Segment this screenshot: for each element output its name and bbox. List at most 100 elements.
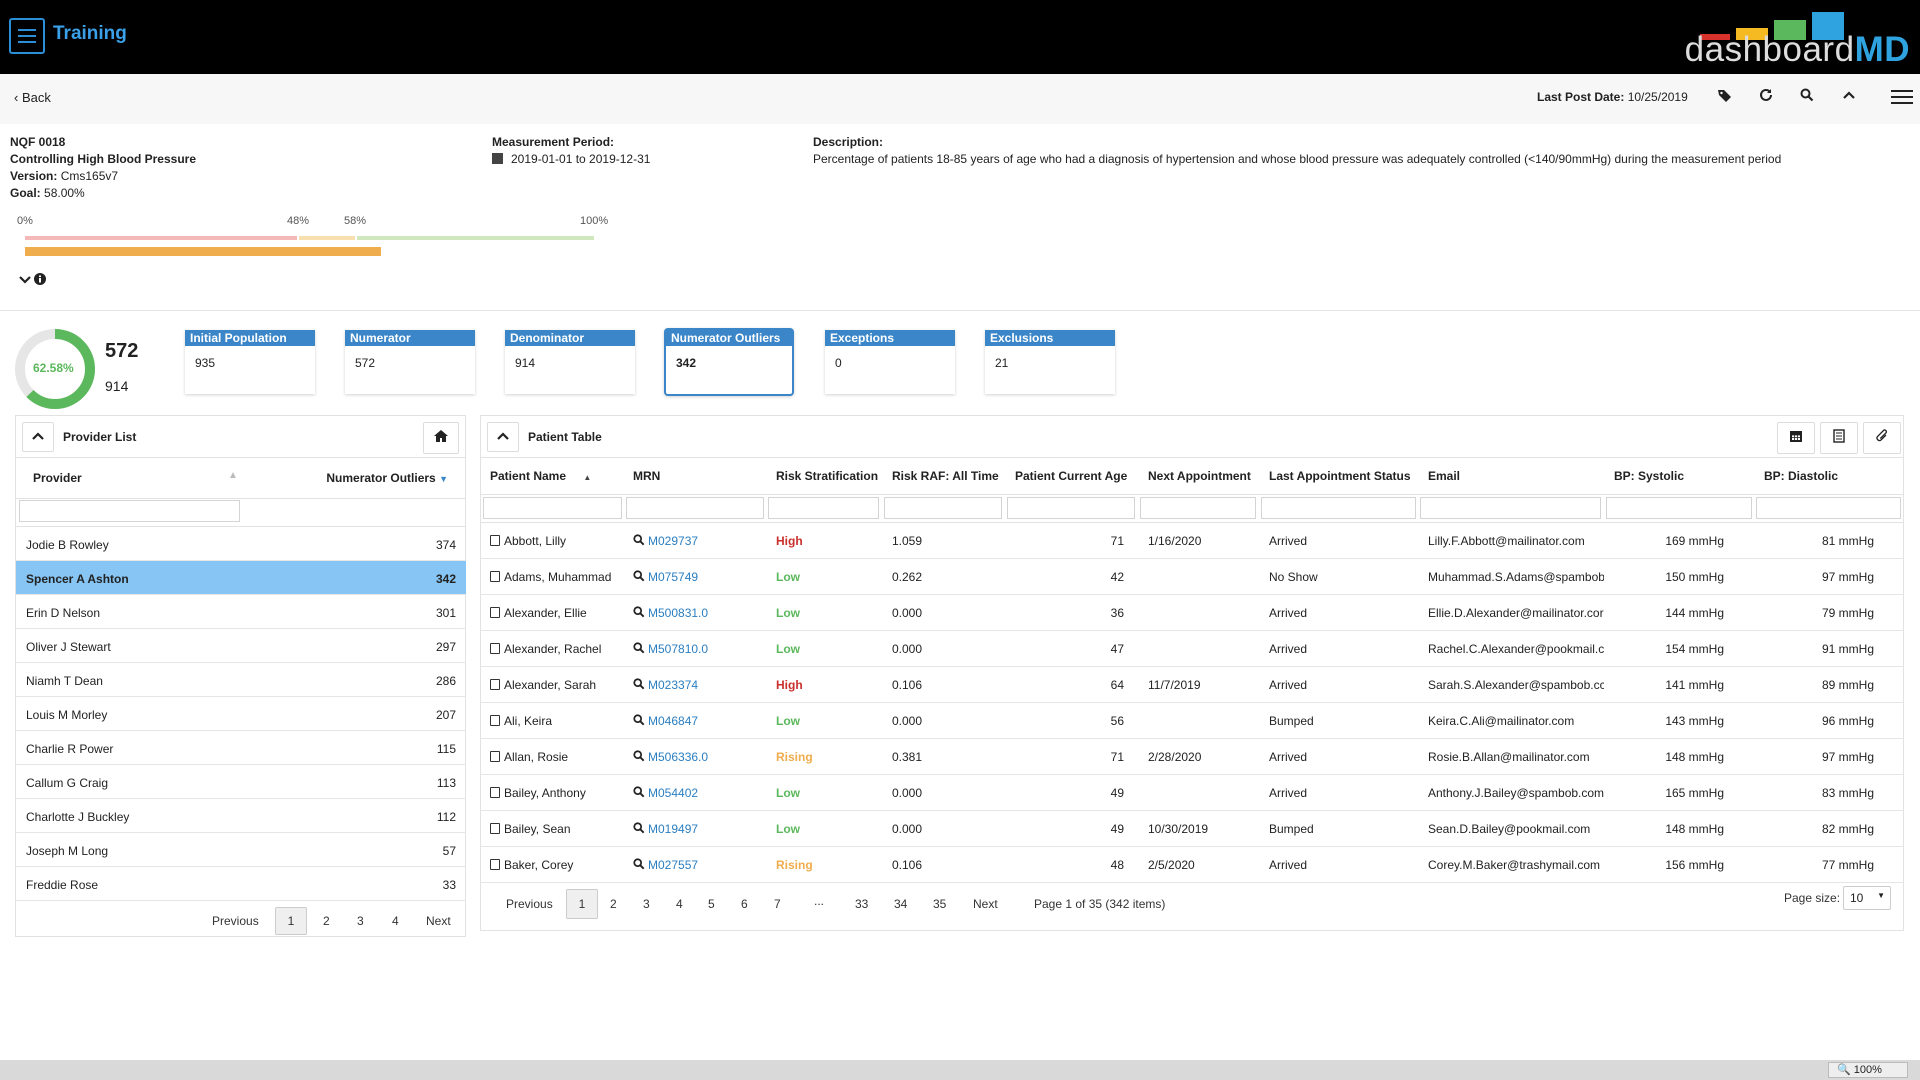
filter-age[interactable] (1007, 497, 1135, 519)
provider-row[interactable]: Joseph M Long 57 (16, 833, 466, 867)
col-next-appointment[interactable]: Next Appointment (1148, 469, 1251, 483)
cell-mrn[interactable]: M506336.0 (633, 750, 763, 764)
provider-row[interactable]: Erin D Nelson 301 (16, 595, 466, 629)
menu-icon[interactable] (9, 18, 45, 54)
export-sheet-icon[interactable] (1820, 422, 1858, 454)
provider-row[interactable]: Oliver J Stewart 297 (16, 629, 466, 663)
patient-page-ellipsis[interactable]: ... (814, 894, 825, 908)
row-checkbox[interactable] (490, 571, 500, 582)
filter-status[interactable] (1261, 497, 1416, 519)
col-provider[interactable]: Provider (33, 471, 82, 485)
sort-icon[interactable]: ▲ (228, 470, 238, 481)
mrn-link[interactable]: M029737 (648, 534, 699, 548)
search-icon[interactable] (633, 606, 648, 620)
search-icon[interactable] (633, 786, 648, 800)
mrn-link[interactable]: M054402 (648, 786, 699, 800)
refresh-icon[interactable] (1757, 88, 1775, 106)
patient-page-4[interactable]: 4 (676, 897, 683, 911)
table-row[interactable]: Bailey, Anthony M054402 Low 0.000 49 Arrived A… (481, 775, 1903, 811)
patient-page-5[interactable]: 5 (708, 897, 715, 911)
cell-mrn[interactable]: M500831.0 (633, 606, 763, 620)
patient-page-7[interactable]: 7 (774, 897, 781, 911)
search-icon[interactable] (633, 714, 648, 728)
search-icon[interactable] (633, 678, 648, 692)
patient-next-button[interactable]: Next (973, 897, 998, 911)
row-checkbox[interactable] (490, 823, 500, 834)
filter-next-appointment[interactable] (1140, 497, 1256, 519)
provider-row[interactable]: Charlotte J Buckley 112 (16, 799, 466, 833)
mrn-link[interactable]: M507810.0 (648, 642, 709, 656)
col-mrn[interactable]: MRN (633, 469, 661, 483)
back-button[interactable]: ‹ Back (14, 90, 51, 105)
col-email[interactable]: Email (1428, 469, 1461, 483)
cell-mrn[interactable]: M054402 (633, 786, 763, 800)
col-patient-age[interactable]: Patient Current Age (1015, 469, 1128, 483)
tags-icon[interactable] (1716, 88, 1734, 106)
provider-row[interactable]: Louis M Morley 207 (16, 697, 466, 731)
provider-page-2[interactable]: 2 (323, 914, 330, 928)
search-icon[interactable] (1798, 88, 1816, 106)
table-row[interactable]: Baker, Corey M027557 Rising 0.106 48 2/5/2020… (481, 847, 1903, 883)
patient-page-6[interactable]: 6 (741, 897, 748, 911)
cell-mrn[interactable]: M507810.0 (633, 642, 763, 656)
table-row[interactable]: Adams, Muhammad M075749 Low 0.262 42 No Show M… (481, 559, 1903, 595)
provider-prev-button[interactable]: Previous (212, 914, 259, 928)
filter-bp-diastolic[interactable] (1756, 497, 1901, 519)
search-icon[interactable] (633, 642, 648, 656)
provider-page-3[interactable]: 3 (357, 914, 364, 928)
cell-mrn[interactable]: M019497 (633, 822, 763, 836)
mrn-link[interactable]: M506336.0 (648, 750, 709, 764)
patient-page-35[interactable]: 35 (933, 897, 947, 911)
row-checkbox[interactable] (490, 607, 500, 618)
chevron-up-icon[interactable] (1840, 88, 1858, 106)
provider-row[interactable]: Freddie Rose 33 (16, 867, 466, 901)
table-row[interactable]: Bailey, Sean M019497 Low 0.000 49 10/30/2019 B… (481, 811, 1903, 847)
col-patient-name[interactable]: Patient Name ▲ (490, 469, 592, 483)
patient-page-34[interactable]: 34 (894, 897, 908, 911)
filter-risk[interactable] (768, 497, 879, 519)
mrn-link[interactable]: M019497 (648, 822, 699, 836)
row-checkbox[interactable] (490, 751, 500, 762)
col-risk-raf[interactable]: Risk RAF: All Time (892, 469, 999, 483)
cell-mrn[interactable]: M075749 (633, 570, 763, 584)
row-checkbox[interactable] (490, 787, 500, 798)
filter-bp-systolic[interactable] (1606, 497, 1752, 519)
mrn-link[interactable]: M075749 (648, 570, 699, 584)
col-numerator-outliers[interactable]: Numerator Outliers ▼ (326, 471, 448, 485)
provider-row[interactable]: Jodie B Rowley 374 (16, 527, 466, 561)
patient-page-33[interactable]: 33 (855, 897, 869, 911)
search-icon[interactable] (633, 858, 648, 872)
card-exceptions[interactable]: Exceptions 0 (825, 330, 955, 394)
attachment-icon[interactable] (1863, 422, 1901, 454)
provider-page-4[interactable]: 4 (392, 914, 399, 928)
row-checkbox[interactable] (490, 535, 500, 546)
provider-next-button[interactable]: Next (426, 914, 451, 928)
collapse-patient-button[interactable] (487, 422, 519, 452)
cell-mrn[interactable]: M046847 (633, 714, 763, 728)
cell-mrn[interactable]: M029737 (633, 534, 763, 548)
search-icon[interactable] (633, 534, 648, 548)
provider-filter-input[interactable] (19, 500, 240, 522)
card-initial-population[interactable]: Initial Population 935 (185, 330, 315, 394)
table-row[interactable]: Allan, Rosie M506336.0 Rising 0.381 71 2/28/2… (481, 739, 1903, 775)
mrn-link[interactable]: M046847 (648, 714, 699, 728)
patient-page-3[interactable]: 3 (643, 897, 650, 911)
provider-row[interactable]: Charlie R Power 115 (16, 731, 466, 765)
filter-email[interactable] (1420, 497, 1601, 519)
card-numerator-outliers[interactable]: Numerator Outliers 342 (664, 328, 794, 396)
row-checkbox[interactable] (490, 679, 500, 690)
patient-page-2[interactable]: 2 (610, 897, 617, 911)
table-row[interactable]: Alexander, Ellie M500831.0 Low 0.000 36 Arriv… (481, 595, 1903, 631)
row-checkbox[interactable] (490, 715, 500, 726)
provider-row-selected[interactable]: Spencer A Ashton 342 (16, 561, 466, 595)
patient-prev-button[interactable]: Previous (506, 897, 553, 911)
table-row[interactable]: Alexander, Sarah M023374 High 0.106 64 11/7/2… (481, 667, 1903, 703)
filter-raf[interactable] (884, 497, 1002, 519)
filter-mrn[interactable] (626, 497, 764, 519)
provider-row[interactable]: Niamh T Dean 286 (16, 663, 466, 697)
card-exclusions[interactable]: Exclusions 21 (985, 330, 1115, 394)
search-icon[interactable] (633, 822, 648, 836)
mrn-link[interactable]: M500831.0 (648, 606, 709, 620)
zoom-control[interactable]: 🔍 100% (1828, 1062, 1908, 1078)
card-denominator[interactable]: Denominator 914 (505, 330, 635, 394)
